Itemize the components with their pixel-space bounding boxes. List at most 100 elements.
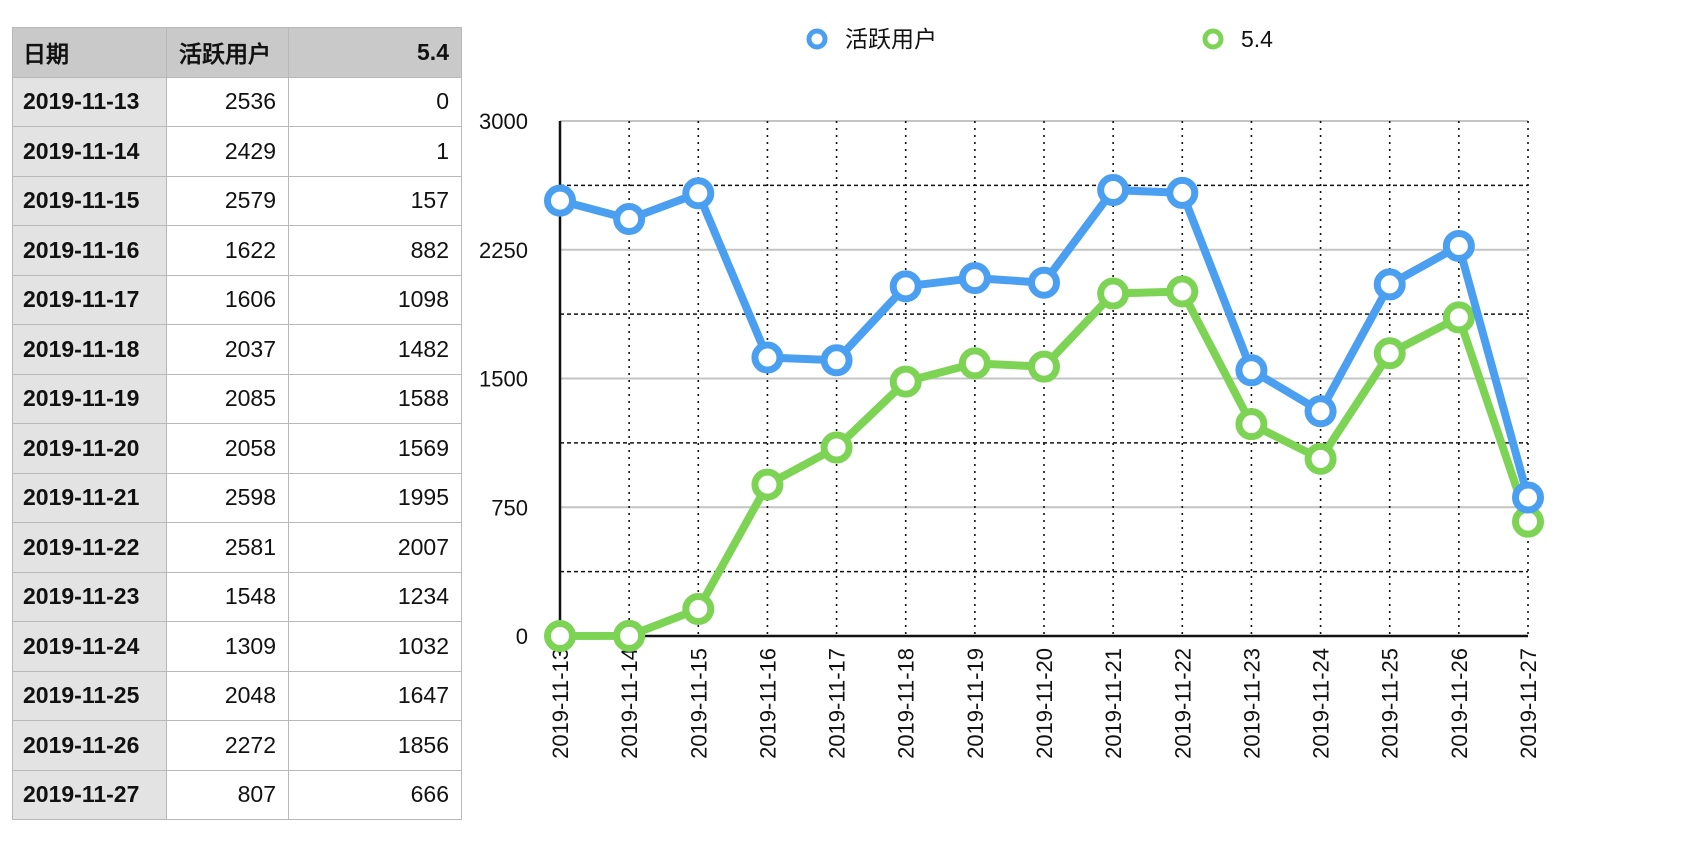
data-point[interactable] [1097,174,1130,207]
row-version-5-4-cell[interactable]: 1234 [288,571,462,622]
row-active-users-cell[interactable]: 2581 [166,522,289,573]
data-point[interactable] [751,468,784,501]
row-version-5-4-cell[interactable]: 666 [288,769,462,820]
legend: 活跃用户 5.4 [806,26,1273,52]
table-row: 2019-11-19 2085 1588 [12,373,462,424]
row-version-5-4-cell[interactable]: 1032 [288,621,462,672]
row-date-cell[interactable]: 2019-11-22 [12,522,167,573]
x-tick-label: 2019-11-20 [1032,648,1057,759]
row-version-5-4-cell[interactable]: 1995 [288,472,462,523]
row-active-users-cell[interactable]: 1548 [166,571,289,622]
data-point[interactable] [1373,268,1406,301]
y-tick-label: 0 [516,624,528,649]
row-active-users-cell[interactable]: 2272 [166,720,289,771]
row-active-users-cell[interactable]: 1622 [166,225,289,276]
data-point[interactable] [751,341,784,374]
row-date-cell[interactable]: 2019-11-26 [12,720,167,771]
row-version-5-4-cell[interactable]: 1856 [288,720,462,771]
x-tick-label: 2019-11-18 [894,648,919,759]
row-version-5-4-cell[interactable]: 882 [288,225,462,276]
data-point[interactable] [682,177,715,210]
data-point[interactable] [1028,266,1060,299]
row-date-cell[interactable]: 2019-11-21 [12,472,167,523]
row-date-cell[interactable]: 2019-11-14 [12,126,167,177]
data-point[interactable] [613,203,646,236]
row-date-cell[interactable]: 2019-11-27 [12,769,167,820]
data-point[interactable] [544,620,576,652]
table-row: 2019-11-13 2536 0 [12,76,462,127]
legend-label[interactable]: 5.4 [1241,26,1273,52]
y-tick-label: 1500 [479,367,528,392]
data-point[interactable] [889,270,922,303]
data-point[interactable] [682,593,715,626]
table-row: 2019-11-25 2048 1647 [12,670,462,721]
row-active-users-cell[interactable]: 2058 [166,423,289,474]
x-tick-label: 2019-11-26 [1447,648,1472,759]
x-tick-label: 2019-11-15 [686,648,711,759]
row-active-users-cell[interactable]: 1606 [166,274,289,325]
row-date-cell[interactable]: 2019-11-23 [12,571,167,622]
row-date-cell[interactable]: 2019-11-13 [12,76,167,127]
row-date-cell[interactable]: 2019-11-20 [12,423,167,474]
data-point[interactable] [889,365,922,398]
data-point[interactable] [820,344,853,377]
row-version-5-4-cell[interactable]: 1569 [288,423,462,474]
data-point[interactable] [1373,337,1406,370]
row-active-users-cell[interactable]: 2598 [166,472,289,523]
data-point[interactable] [1304,442,1337,475]
row-version-5-4-cell[interactable]: 1647 [288,670,462,721]
row-date-cell[interactable]: 2019-11-25 [12,670,167,721]
row-version-5-4-cell[interactable]: 0 [288,76,462,127]
data-point[interactable] [1442,301,1475,334]
table-row: 2019-11-16 1622 882 [12,225,462,276]
data-point[interactable] [958,262,991,295]
row-date-cell[interactable]: 2019-11-15 [12,175,167,226]
row-active-users-cell[interactable]: 807 [166,769,289,820]
data-point[interactable] [613,619,646,652]
row-version-5-4-cell[interactable]: 1482 [288,324,462,375]
data-point[interactable] [1166,176,1199,209]
header-version-5-4[interactable]: 5.4 [288,27,462,78]
x-tick-label: 2019-11-13 [548,648,573,759]
table-row: 2019-11-15 2579 157 [12,175,462,226]
data-point[interactable] [1304,395,1337,428]
row-version-5-4-cell[interactable]: 1588 [288,373,462,424]
row-active-users-cell[interactable]: 2579 [166,175,289,226]
row-date-cell[interactable]: 2019-11-17 [12,274,167,325]
data-point[interactable] [1235,354,1268,387]
row-version-5-4-cell[interactable]: 157 [288,175,462,226]
header-active-users[interactable]: 活跃用户 [166,27,289,78]
data-point[interactable] [1028,350,1060,383]
row-active-users-cell[interactable]: 2429 [166,126,289,177]
data-point[interactable] [1166,275,1199,308]
y-tick-label: 3000 [479,109,528,134]
row-active-users-cell[interactable]: 2037 [166,324,289,375]
header-date[interactable]: 日期 [12,27,167,78]
row-date-cell[interactable]: 2019-11-24 [12,621,167,672]
row-version-5-4-cell[interactable]: 1098 [288,274,462,325]
row-active-users-cell[interactable]: 1309 [166,621,289,672]
data-point[interactable] [958,347,991,380]
data-point[interactable] [1097,277,1130,310]
table-row: 2019-11-18 2037 1482 [12,324,462,375]
row-active-users-cell[interactable]: 2085 [166,373,289,424]
row-version-5-4-cell[interactable]: 1 [288,126,462,177]
y-tick-label: 750 [491,495,528,520]
data-point[interactable] [1442,229,1475,262]
x-tick-label: 2019-11-21 [1101,648,1126,759]
row-date-cell[interactable]: 2019-11-16 [12,225,167,276]
data-point[interactable] [1512,481,1544,514]
table-row: 2019-11-21 2598 1995 [12,472,462,523]
data-point[interactable] [544,184,576,217]
x-tick-label: 2019-11-16 [755,648,780,759]
row-version-5-4-cell[interactable]: 2007 [288,522,462,573]
row-date-cell[interactable]: 2019-11-18 [12,324,167,375]
data-point[interactable] [1235,408,1268,441]
row-active-users-cell[interactable]: 2536 [166,76,289,127]
row-date-cell[interactable]: 2019-11-19 [12,373,167,424]
data-point[interactable] [820,431,853,464]
x-tick-label: 2019-11-24 [1309,648,1334,759]
legend-label[interactable]: 活跃用户 [845,26,937,52]
row-active-users-cell[interactable]: 2048 [166,670,289,721]
